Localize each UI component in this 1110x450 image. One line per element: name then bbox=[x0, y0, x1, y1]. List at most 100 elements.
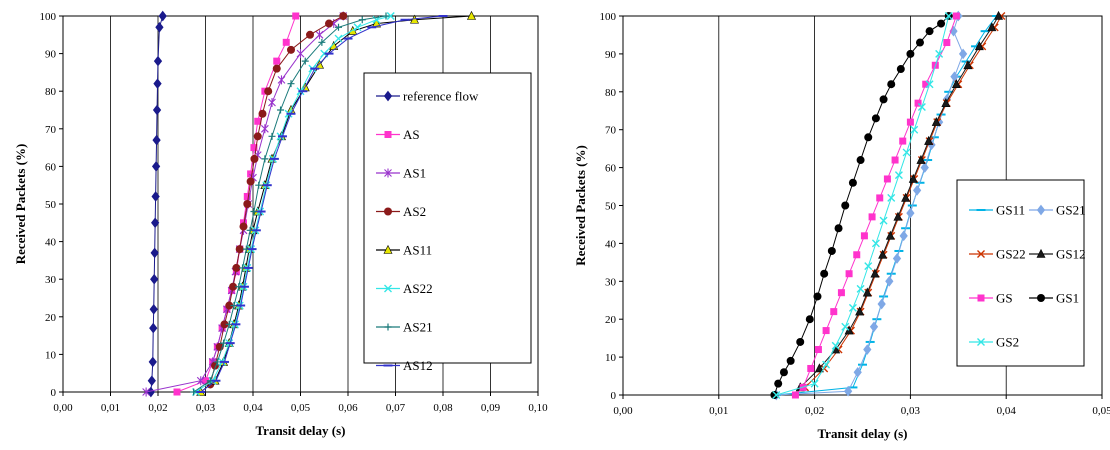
chart1-legend-item-as12-label: AS12 bbox=[403, 358, 433, 373]
chart2-series-gs1-point bbox=[879, 95, 888, 104]
chart2-series-gs12-point bbox=[941, 97, 951, 107]
chart2-series-gs-point bbox=[883, 175, 891, 183]
chart2-y-tick-label: 100 bbox=[600, 11, 617, 23]
chart2-series-gs1-point bbox=[887, 80, 896, 89]
chart1-y-tick-label: 0 bbox=[51, 387, 57, 399]
chart2-x-tick-label: 0,02 bbox=[805, 405, 824, 417]
chart2-series-gs2-point bbox=[856, 284, 865, 293]
chart1-series-as2-point bbox=[235, 245, 244, 254]
chart2-legend-item-gs2: GS2 bbox=[969, 335, 1019, 350]
chart2-series-gs2-point bbox=[894, 171, 903, 180]
chart1-legend-item-as1: AS1 bbox=[376, 166, 426, 181]
chart2-series-gs1-point bbox=[871, 114, 880, 123]
chart2-y-tick-label: 40 bbox=[605, 238, 617, 250]
chart1-series-as2-point bbox=[220, 320, 229, 329]
chart1-legend-item-as1-swatch-marker bbox=[384, 168, 392, 178]
chart1-series-as2-point bbox=[264, 87, 273, 96]
chart1-legend-item-as21: AS21 bbox=[376, 320, 433, 335]
chart1-series-reference-flow-point bbox=[148, 356, 157, 368]
chart2-y-tick-label: 70 bbox=[605, 125, 617, 137]
chart2-series-gs1-point bbox=[841, 201, 850, 210]
chart2-series-gs2-point bbox=[831, 341, 840, 350]
chart1-series-as-point bbox=[273, 57, 281, 65]
chart2-series-gs2-point bbox=[772, 391, 781, 399]
chart2-series-gs-point bbox=[837, 289, 845, 297]
chart1-legend-item-as-swatch-marker bbox=[384, 131, 392, 138]
chart2-x-tick-label: 0,05 bbox=[1092, 405, 1110, 417]
chart1-series-as2-point bbox=[325, 19, 333, 28]
chart2-series-gs2-point bbox=[935, 49, 944, 58]
chart1-x-tick-label: 0,03 bbox=[196, 402, 216, 414]
chart1-series-as11-point bbox=[467, 10, 476, 20]
chart2-series-gs21-point bbox=[899, 230, 908, 242]
chart2-legend-item-gs1-swatch-marker bbox=[1037, 294, 1045, 302]
chart2-series-gs-point bbox=[922, 80, 930, 88]
chart1-legend-item-as2-label: AS2 bbox=[403, 204, 426, 219]
chart1-series-as-point bbox=[247, 170, 255, 178]
chart2-series-gs2-point bbox=[871, 239, 880, 248]
chart2-series-gs-point bbox=[952, 12, 960, 20]
chart2-series-gs12-point bbox=[963, 60, 973, 70]
chart1-legend-item-as2-swatch-marker bbox=[384, 207, 392, 216]
chart1-series-as2-point bbox=[232, 263, 241, 272]
chart2-series-gs21-point bbox=[869, 321, 879, 333]
chart2-series-gs12-point bbox=[924, 135, 934, 145]
chart2-legend-item-gs2-swatch-marker bbox=[977, 338, 985, 346]
chart1-y-tick-label: 10 bbox=[45, 349, 57, 361]
chart1-series-as21-point bbox=[382, 12, 390, 20]
chart1-y-tick-label: 100 bbox=[40, 11, 57, 23]
chart2-legend-item-gs2-label: GS2 bbox=[996, 335, 1019, 350]
chart1-legend-item-as21-swatch-marker bbox=[384, 323, 392, 331]
chart1-series-as21 bbox=[190, 12, 390, 396]
chart1-legend-item-as2: AS2 bbox=[376, 204, 426, 219]
chart1-series-as21-point bbox=[277, 106, 285, 114]
chart1-legend-item-as: AS bbox=[376, 127, 420, 142]
chart1-legend-item-reference-flow-label: reference flow bbox=[403, 89, 479, 104]
chart1-series-as1-point bbox=[260, 124, 269, 134]
chart2-legend-item-gs12: GS12 bbox=[1029, 247, 1086, 262]
chart1-legend-item-as22-label: AS22 bbox=[403, 281, 433, 296]
chart1-series-reference-flow-point bbox=[151, 161, 161, 172]
chart2-series-gs-point bbox=[943, 39, 951, 47]
chart1-series-reference-flow-point bbox=[151, 217, 160, 229]
chart1-series-as2-point bbox=[243, 200, 252, 208]
chart2-x-tick-label: 0,00 bbox=[613, 405, 633, 417]
chart1-series-as1-point bbox=[315, 30, 324, 40]
chart2-series-gs1-point bbox=[896, 65, 905, 74]
chart2-series-gs1-point bbox=[937, 19, 946, 28]
chart2-legend-item-gs1: GS1 bbox=[1029, 291, 1079, 306]
chart2-legend-item-gs21-label: GS21 bbox=[1056, 203, 1086, 218]
chart1-series-as21-point bbox=[190, 388, 198, 396]
chart1-series-as2-point bbox=[272, 64, 281, 73]
chart1-x-tick-label: 0,00 bbox=[53, 402, 73, 414]
chart1-series-as-point bbox=[173, 388, 181, 396]
chart2-x-tick-label: 0,03 bbox=[901, 405, 921, 417]
chart2-legend-item-gs12-label: GS12 bbox=[1056, 247, 1086, 262]
chart2-series-gs12-point bbox=[855, 306, 865, 316]
chart2-series-gs-point bbox=[891, 156, 899, 164]
chart2-legend-item-gs21-swatch-marker bbox=[1036, 204, 1046, 216]
chart2-series-gs12-point bbox=[951, 79, 961, 89]
chart2-y-tick-label: 10 bbox=[605, 352, 617, 364]
chart2-legend-item-gs11-label: GS11 bbox=[996, 203, 1025, 218]
chart1-y-tick-label: 80 bbox=[45, 86, 57, 98]
chart2-series-gs1-point bbox=[786, 356, 795, 365]
chart1-x-tick-label: 0,05 bbox=[291, 402, 311, 414]
chart1-series-as-point bbox=[250, 144, 258, 152]
chart2-y-tick-label: 90 bbox=[605, 49, 617, 61]
chart1-series-reference-flow-point bbox=[152, 104, 162, 116]
chart2-series-gs12-point bbox=[916, 154, 926, 164]
chart1-x-tick-label: 0,01 bbox=[101, 402, 120, 414]
chart2-series-gs12-point bbox=[974, 41, 984, 51]
chart2-series-gs1-point bbox=[925, 27, 934, 36]
chart1-x-tick-label: 0,10 bbox=[528, 402, 548, 414]
left-chart: 0,00 0,01 0,02 0,03 0,04 0,05 0,06 0,07 0,08 0,09… bbox=[13, 10, 548, 438]
chart1-series-reference-flow-point bbox=[153, 78, 162, 89]
chart2-series-gs1-point bbox=[827, 246, 836, 255]
chart2-series-gs2-point bbox=[902, 148, 911, 157]
chart1-series-as2-point bbox=[287, 45, 295, 54]
chart1-series-as12 bbox=[196, 15, 448, 393]
chart2-legend-item-gs21: GS21 bbox=[1029, 203, 1086, 218]
chart2-y-axis-title: Received Packets (%) bbox=[573, 145, 588, 266]
